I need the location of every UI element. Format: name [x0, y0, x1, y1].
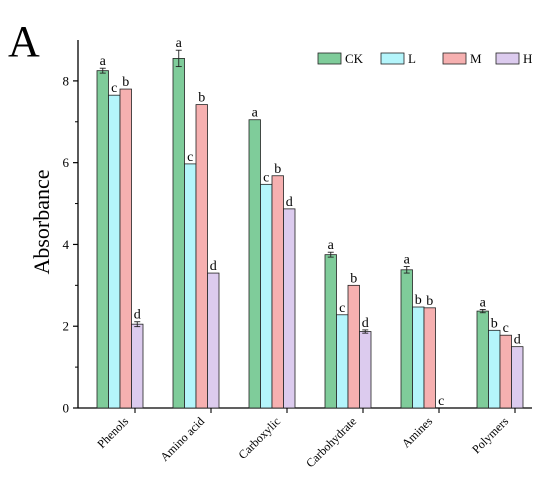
- x-tick-label: Polymers: [469, 414, 511, 456]
- significance-label: a: [176, 36, 183, 51]
- significance-label: d: [514, 333, 521, 348]
- y-tick-label: 0: [63, 401, 70, 416]
- bar: [511, 346, 524, 409]
- y-tick-label: 8: [63, 73, 70, 88]
- bar: [347, 284, 360, 409]
- significance-label: b: [122, 75, 129, 90]
- panel-label: A: [8, 17, 40, 66]
- bar: [359, 331, 372, 409]
- significance-label: a: [100, 54, 107, 69]
- x-tick-label: Carboxylic: [236, 414, 284, 462]
- significance-label: a: [328, 238, 335, 253]
- bar: [184, 163, 197, 409]
- bar: [96, 70, 109, 409]
- bar: [260, 183, 273, 409]
- significance-label: c: [111, 81, 117, 96]
- significance-label: d: [362, 316, 369, 331]
- significance-label: c: [339, 301, 345, 316]
- significance-label: b: [491, 316, 498, 331]
- bar: [400, 269, 413, 409]
- legend-swatch: [380, 52, 405, 65]
- y-axis-title: Absorbance: [29, 169, 54, 274]
- legend-swatch: [442, 52, 467, 65]
- significance-label: c: [503, 321, 509, 336]
- x-tick-label: Phenols: [94, 414, 131, 451]
- bar: [324, 254, 337, 409]
- significance-label: b: [274, 162, 281, 177]
- bar: [195, 104, 208, 409]
- significance-label: c: [438, 394, 444, 409]
- significance-label: b: [415, 293, 422, 308]
- significance-label: c: [187, 150, 193, 165]
- legend-label: M: [470, 51, 482, 66]
- legend-swatch: [317, 52, 342, 65]
- bar: [488, 329, 501, 409]
- legend-swatch: [495, 52, 520, 65]
- significance-label: d: [210, 259, 217, 274]
- bar: [283, 208, 296, 409]
- legend: CK L M H: [317, 51, 532, 66]
- x-tick-label: Carbohydrate: [303, 414, 359, 470]
- x-tick-label: Amino acid: [157, 414, 207, 464]
- bar: [271, 175, 284, 409]
- significance-label: a: [404, 253, 411, 268]
- bar: [131, 323, 144, 409]
- bar: [207, 272, 220, 409]
- y-tick-label: 4: [63, 237, 70, 252]
- bar: [499, 334, 512, 409]
- y-tick-label: 2: [63, 319, 70, 334]
- legend-label: CK: [345, 51, 364, 66]
- significance-label: a: [252, 106, 259, 121]
- legend-label: L: [408, 51, 416, 66]
- significance-label: b: [198, 91, 205, 106]
- significance-label: b: [350, 271, 357, 286]
- significance-label: a: [480, 295, 487, 310]
- bar: [336, 314, 349, 409]
- bar: [119, 88, 132, 409]
- bar: [172, 58, 185, 409]
- bar: [423, 307, 436, 409]
- significance-label: b: [426, 294, 433, 309]
- significance-label: d: [134, 308, 141, 323]
- legend-label: H: [523, 51, 532, 66]
- bar: [476, 310, 489, 409]
- x-tick-label: Amines: [399, 414, 436, 451]
- significance-label: c: [263, 170, 269, 185]
- bar: [108, 94, 121, 409]
- y-tick-label: 6: [63, 155, 70, 170]
- significance-label: d: [286, 195, 293, 210]
- bar: [412, 306, 425, 409]
- bar: [248, 119, 261, 409]
